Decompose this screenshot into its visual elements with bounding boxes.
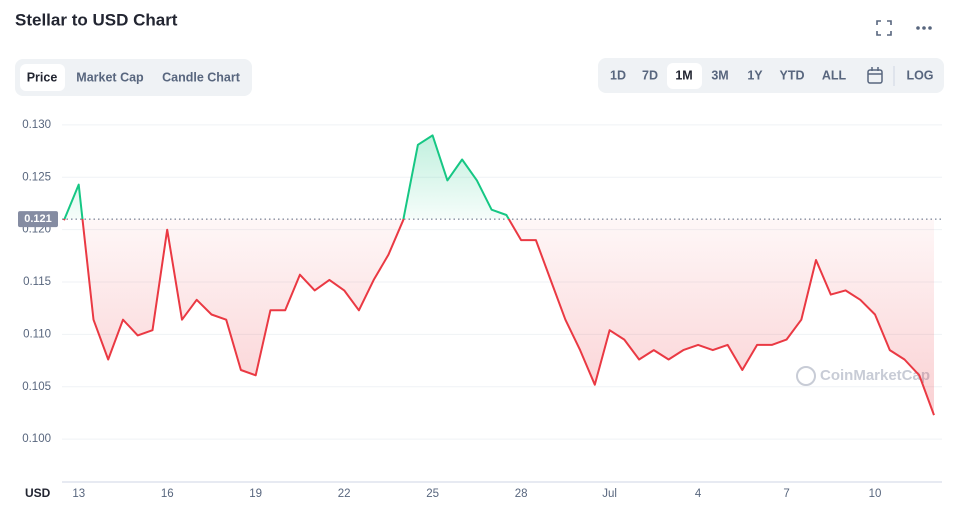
x-tick-label: 13 — [72, 488, 85, 500]
range-button[interactable]: 3M — [711, 68, 728, 82]
y-unit: USD — [25, 486, 51, 500]
range-selected — [667, 63, 702, 89]
x-tick-label: 16 — [161, 488, 174, 500]
tab[interactable]: Market Cap — [76, 70, 144, 84]
tab[interactable]: Price — [27, 70, 58, 84]
range-button[interactable]: YTD — [780, 68, 805, 82]
price-area — [64, 135, 934, 416]
x-tick-label: 10 — [869, 488, 882, 500]
price-line — [63, 134, 935, 416]
tab[interactable]: Candle Chart — [162, 70, 241, 84]
y-tick-label: 0.130 — [22, 119, 51, 131]
watermark-logo — [796, 366, 816, 386]
x-tick-label: 22 — [338, 488, 351, 500]
more-button[interactable] — [916, 26, 932, 30]
calendar-button[interactable] — [867, 67, 883, 84]
tab-group — [15, 59, 252, 96]
tab-selected — [20, 64, 65, 91]
range-button[interactable]: 7D — [642, 68, 658, 82]
range-button[interactable]: 1D — [610, 68, 626, 82]
x-tick-label: 4 — [695, 488, 702, 500]
y-tick-label: 0.125 — [22, 171, 51, 183]
reference-label: 0.121 — [24, 213, 52, 225]
y-tick-label: 0.100 — [22, 433, 51, 445]
y-tick-label: 0.105 — [22, 381, 51, 393]
x-tick-label: 19 — [249, 488, 262, 500]
range-button[interactable]: ALL — [822, 68, 847, 82]
range-button[interactable]: 1M — [675, 68, 692, 82]
x-tick-label: 28 — [515, 488, 528, 500]
y-tick-label: 0.110 — [23, 328, 51, 340]
x-tick-label: 7 — [783, 488, 789, 500]
fullscreen-button[interactable] — [876, 20, 892, 36]
x-tick-label: 25 — [426, 488, 439, 500]
page-title: Stellar to USD Chart — [15, 10, 178, 29]
range-button[interactable]: 1Y — [747, 68, 763, 82]
reference-badge — [18, 211, 58, 228]
x-tick-label: Jul — [602, 488, 617, 500]
y-tick-label: 0.115 — [23, 276, 51, 288]
watermark: CoinMarketCap — [820, 367, 930, 384]
log-button[interactable]: LOG — [906, 68, 933, 82]
